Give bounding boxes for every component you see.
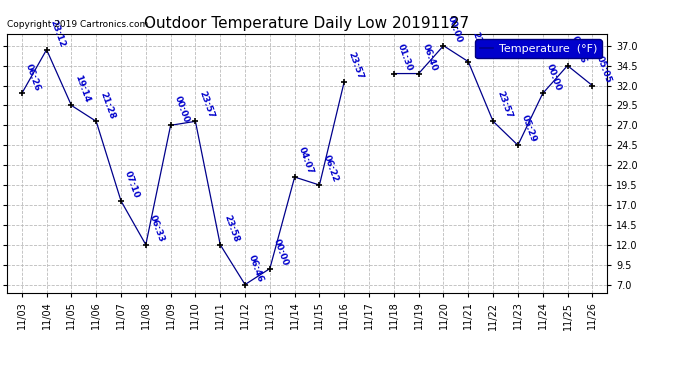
Title: Outdoor Temperature Daily Low 20191127: Outdoor Temperature Daily Low 20191127: [144, 16, 470, 31]
Text: 21:28: 21:28: [98, 90, 117, 120]
Text: 23:57: 23:57: [495, 90, 513, 120]
Text: 06:26: 06:26: [23, 62, 42, 92]
Text: 07:10: 07:10: [123, 170, 141, 200]
Text: 23:51: 23:51: [471, 30, 489, 60]
Text: 23:57: 23:57: [197, 90, 216, 120]
Text: 06:40: 06:40: [421, 42, 439, 72]
Legend: Temperature  (°F): Temperature (°F): [475, 39, 602, 58]
Text: 06:22: 06:22: [322, 154, 339, 184]
Text: 23:12: 23:12: [48, 18, 67, 48]
Text: 19:14: 19:14: [73, 74, 92, 104]
Text: 05:29: 05:29: [520, 114, 538, 144]
Text: 05:56: 05:56: [569, 34, 588, 64]
Text: 00:00: 00:00: [172, 94, 190, 124]
Text: 06:46: 06:46: [247, 254, 265, 284]
Text: Copyright 2019 Cartronics.com: Copyright 2019 Cartronics.com: [7, 20, 148, 28]
Text: 04:07: 04:07: [297, 146, 315, 176]
Text: 00:00: 00:00: [446, 15, 464, 45]
Text: 00:00: 00:00: [544, 63, 563, 92]
Text: 00:00: 00:00: [272, 238, 290, 267]
Text: 23:57: 23:57: [346, 50, 364, 80]
Text: 06:33: 06:33: [148, 214, 166, 243]
Text: 05:05: 05:05: [594, 55, 613, 84]
Text: 01:30: 01:30: [396, 43, 414, 72]
Text: 23:58: 23:58: [222, 213, 240, 243]
